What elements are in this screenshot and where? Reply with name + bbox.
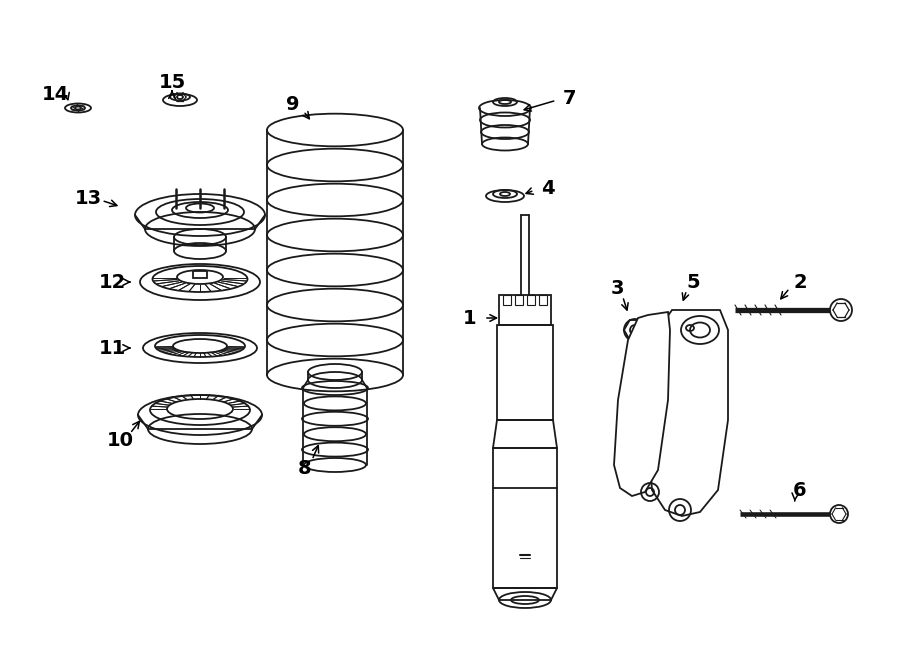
Text: 4: 4 [541, 179, 554, 197]
Polygon shape [614, 312, 670, 496]
Bar [193, 271, 207, 278]
Ellipse shape [75, 107, 81, 109]
Text: 3: 3 [610, 279, 624, 297]
Bar [515, 295, 523, 305]
Bar [493, 448, 557, 588]
Bar [527, 295, 535, 305]
Ellipse shape [830, 505, 848, 523]
Text: 6: 6 [793, 481, 806, 500]
Ellipse shape [177, 270, 223, 284]
Text: 13: 13 [75, 189, 102, 207]
Ellipse shape [830, 299, 852, 321]
Text: 1: 1 [464, 308, 477, 328]
Polygon shape [648, 310, 728, 516]
Text: 8: 8 [298, 459, 311, 477]
Text: 2: 2 [793, 273, 806, 291]
Ellipse shape [177, 95, 183, 99]
Ellipse shape [167, 399, 233, 419]
Bar [503, 295, 511, 305]
Bar [499, 295, 551, 325]
Text: 12: 12 [98, 273, 126, 291]
Text: 7: 7 [563, 89, 577, 107]
Bar [497, 325, 553, 420]
Bar [539, 295, 547, 305]
Text: 5: 5 [686, 273, 700, 291]
Text: 11: 11 [98, 338, 126, 357]
Text: 15: 15 [158, 73, 185, 91]
Text: 10: 10 [106, 430, 133, 449]
Text: 14: 14 [41, 85, 68, 105]
Text: 9: 9 [286, 95, 300, 115]
